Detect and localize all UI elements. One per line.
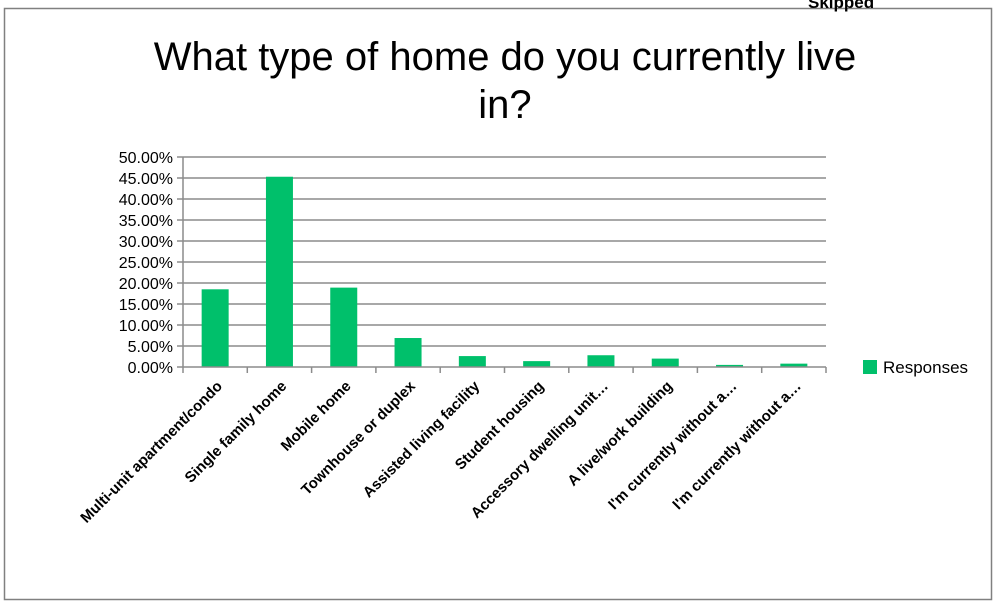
- bar: [265, 176, 293, 367]
- y-tick-label: 35.00%: [119, 213, 173, 230]
- chart-title-line-2: in?: [478, 83, 531, 127]
- bar: [716, 364, 744, 367]
- y-tick-label: 30.00%: [119, 234, 173, 251]
- y-tick-label: 45.00%: [119, 171, 173, 188]
- bar: [651, 358, 679, 367]
- bar: [458, 356, 486, 367]
- x-category-label: I'm currently without a…: [605, 378, 740, 513]
- y-tick-label: 25.00%: [119, 255, 173, 272]
- chart-frame: [3, 7, 993, 601]
- bars: [201, 176, 808, 367]
- x-category-label: I'm currently without a…: [669, 378, 804, 513]
- bar: [201, 289, 229, 367]
- legend-swatch: [863, 360, 877, 374]
- y-axis-ticks: 0.00% 5.00% 10.00% 15.00% 20.00% 25.00% 30.00%…: [119, 150, 183, 377]
- y-tick-label: 50.00%: [119, 150, 173, 167]
- y-tick-label: 0.00%: [128, 360, 173, 377]
- legend: Responses: [863, 358, 968, 377]
- y-tick-label: 5.00%: [128, 339, 173, 356]
- axes: [182, 157, 827, 373]
- y-tick-label: 40.00%: [119, 192, 173, 209]
- x-category-label: Assisted living facility: [360, 377, 484, 501]
- bar: [394, 338, 422, 367]
- bar: [523, 361, 551, 367]
- corner-label: Skipped: [808, 0, 874, 12]
- bar: [780, 363, 808, 367]
- y-tick-label: 15.00%: [119, 297, 173, 314]
- bar: [330, 287, 358, 367]
- bar: [587, 355, 615, 367]
- x-category-label: A live/work building: [564, 378, 676, 490]
- x-category-label: Accessory dwelling unit…: [468, 378, 612, 522]
- y-tick-label: 10.00%: [119, 318, 173, 335]
- y-tick-label: 20.00%: [119, 276, 173, 293]
- legend-label: Responses: [883, 358, 968, 377]
- chart-title-line-1: What type of home do you currently live: [154, 35, 857, 79]
- x-category-label: Townhouse or duplex: [298, 377, 419, 498]
